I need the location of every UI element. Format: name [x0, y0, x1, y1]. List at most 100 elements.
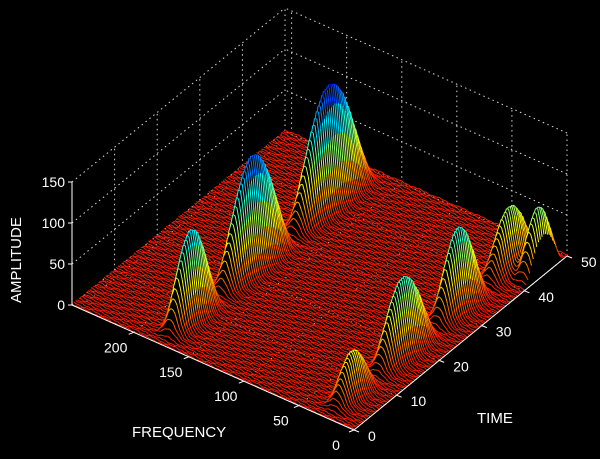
surface-segment: [412, 186, 416, 188]
surface-segment: [350, 193, 354, 203]
surface-segment: [420, 196, 424, 199]
surface-segment: [488, 235, 491, 237]
surface-segment: [370, 211, 374, 215]
surface-segment: [522, 288, 525, 291]
surface-segment: [371, 205, 375, 209]
surface-segment: [404, 198, 408, 200]
surface-segment: [485, 233, 489, 237]
surface-segment: [411, 223, 414, 226]
surface-segment: [367, 216, 371, 220]
surface-segment: [425, 191, 429, 195]
surface-segment: [502, 220, 506, 231]
surface-segment: [284, 183, 287, 186]
surface-segment: [437, 235, 441, 238]
surface-segment: [379, 171, 383, 173]
surface-segment: [298, 160, 301, 163]
surface-segment: [379, 217, 383, 221]
surface-segment: [509, 206, 514, 217]
surface-segment: [403, 224, 406, 227]
surface-segment: [448, 239, 452, 242]
surface-segment: [514, 232, 518, 247]
surface-segment: [430, 252, 433, 255]
surface-segment: [419, 213, 423, 217]
surface-segment: [301, 157, 305, 160]
surface-segment: [518, 210, 522, 221]
surface-segment: [447, 209, 450, 212]
surface-segment: [436, 231, 440, 235]
surface-segment: [433, 221, 436, 224]
surface-segment: [267, 170, 271, 173]
surface-segment: [376, 210, 379, 213]
surface-segment: [298, 139, 302, 142]
surface-segment: [293, 164, 296, 166]
surface-segment: [516, 271, 520, 274]
surface-segment: [383, 193, 386, 196]
surface-segment: [436, 227, 439, 231]
surface-segment: [486, 250, 490, 253]
surface-segment: [388, 201, 392, 205]
surface-segment: [364, 200, 367, 203]
surface-segment: [431, 223, 435, 226]
surface-segment: [418, 231, 422, 234]
surface-segment: [480, 258, 483, 261]
surface-segment: [417, 223, 420, 226]
surface-segment: [474, 241, 478, 244]
surface-segment: [290, 138, 294, 141]
surface-segment: [439, 236, 443, 239]
surface-segment: [389, 241, 393, 243]
surface-segment: [335, 232, 339, 236]
surface-segment: [437, 209, 440, 213]
surface-segment: [430, 206, 434, 210]
surface-segment: [340, 161, 344, 184]
surface-segment: [489, 240, 492, 242]
surface-segment: [392, 185, 395, 189]
surface-segment: [376, 223, 380, 225]
surface-segment: [462, 225, 465, 228]
surface-segment: [376, 226, 380, 230]
surface-segment: [404, 200, 408, 203]
surface-segment: [409, 193, 413, 196]
surface-segment: [347, 210, 351, 214]
surface-segment: [411, 226, 415, 229]
surface-segment: [299, 145, 303, 147]
surface-segment: [435, 209, 438, 211]
surface-segment: [366, 212, 370, 216]
surface-segment: [360, 237, 364, 239]
surface-segment: [287, 135, 291, 139]
surface-segment: [392, 196, 395, 200]
surface-segment: [471, 230, 474, 233]
surface-segment: [542, 209, 546, 219]
surface-segment: [425, 239, 429, 242]
surface-segment: [360, 201, 363, 203]
surface-segment: [382, 202, 386, 204]
surface-segment: [406, 187, 410, 190]
surface-segment: [366, 165, 370, 173]
surface-segment: [376, 199, 379, 201]
surface-segment: [359, 189, 363, 195]
surface-segment: [400, 265, 403, 269]
surface-segment: [361, 193, 365, 198]
surface-segment: [439, 244, 442, 247]
surface-segment: [434, 226, 437, 229]
surface-segment: [360, 177, 364, 188]
surface-segment: [415, 203, 419, 206]
surface-segment: [380, 248, 384, 250]
surface-segment: [397, 239, 401, 243]
surface-segment: [348, 180, 352, 194]
surface-segment: [402, 210, 406, 213]
surface-segment: [467, 222, 471, 224]
surface-segment: [389, 205, 393, 208]
surface-segment: [484, 251, 488, 254]
surface-segment: [406, 219, 409, 222]
surface-segment: [374, 189, 378, 192]
surface-segment: [275, 145, 279, 149]
surface-segment: [346, 235, 349, 237]
surface-segment: [477, 221, 481, 224]
surface-segment: [287, 213, 291, 216]
surface-segment: [375, 207, 379, 211]
surface-segment: [372, 175, 376, 179]
surface-segment: [509, 295, 512, 298]
surface-segment: [410, 197, 414, 201]
surface-segment: [475, 230, 478, 232]
surface-segment: [458, 205, 462, 209]
